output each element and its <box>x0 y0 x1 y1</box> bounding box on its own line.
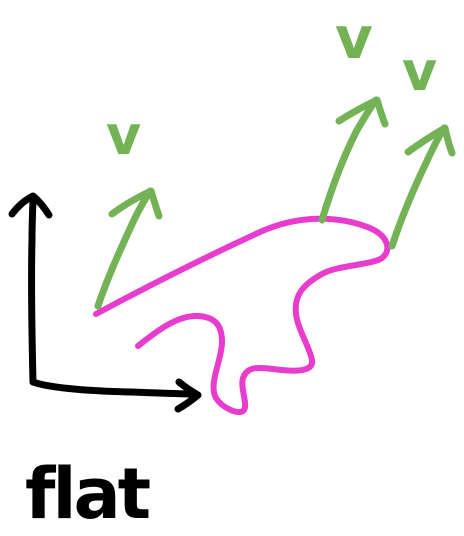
vector-3-arrowhead <box>404 124 456 157</box>
flat-label: flat <box>25 453 153 535</box>
vector-1-label: v <box>106 104 141 167</box>
curve <box>93 215 391 416</box>
horizontal-axis <box>29 378 200 398</box>
vector-1-shaft <box>94 187 154 310</box>
vector-3: v <box>388 40 456 250</box>
vector-2: v <box>318 4 389 224</box>
vector-3-shaft <box>388 124 448 250</box>
vector-1-arrowhead <box>108 187 163 220</box>
vector-1: v <box>94 104 163 310</box>
curve-path <box>93 215 391 416</box>
tangent-vectors: v v v <box>94 4 456 310</box>
vector-2-label: v <box>335 4 373 72</box>
vertical-axis <box>28 194 37 386</box>
vertical-axis-arrowhead <box>8 192 53 219</box>
vector-3-label: v <box>402 40 437 103</box>
vector-2-shaft <box>318 96 380 224</box>
horizontal-axis-arrowhead <box>174 378 202 413</box>
flat-label-text: flat <box>25 453 150 535</box>
vector-2-arrowhead <box>335 96 389 128</box>
coordinate-axes <box>8 192 202 413</box>
